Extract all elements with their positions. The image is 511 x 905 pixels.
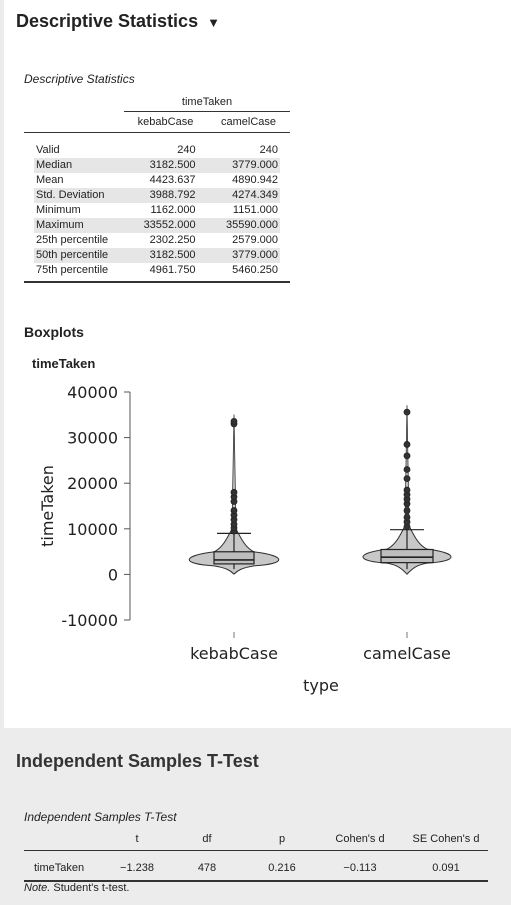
outlier-point bbox=[403, 441, 411, 448]
cell-camel: 35590.000 bbox=[197, 218, 280, 233]
box-camelCase bbox=[380, 548, 434, 564]
cell-kebab: 1162.000 bbox=[150, 204, 196, 216]
table-row: Valid 240 240 bbox=[34, 143, 280, 158]
cell-kebab: 33552.000 bbox=[124, 218, 198, 233]
cell-kebab: 3988.792 bbox=[124, 188, 198, 203]
ttest-table-caption: Independent Samples T-Test bbox=[24, 810, 177, 824]
cell-kebab: 3182.500 bbox=[124, 248, 198, 263]
ttest-cell: timeTaken bbox=[34, 862, 85, 874]
cell-camel: 4890.942 bbox=[232, 174, 278, 186]
y-axis-label: timeTaken bbox=[38, 465, 57, 547]
boxplots-heading: Boxplots bbox=[24, 324, 84, 340]
y-tick-label: 30000 bbox=[67, 429, 118, 448]
row-label: 25th percentile bbox=[36, 234, 109, 246]
cell-kebab: 4961.750 bbox=[149, 264, 196, 276]
plot-title: timeTaken bbox=[32, 356, 96, 371]
note-text: Student's t-test. bbox=[50, 882, 130, 894]
ttest-col-header: p bbox=[278, 833, 286, 845]
ttest-table: t df p Cohen's d SE Cohen's d timeTaken −1.238… bbox=[24, 830, 488, 900]
cell-camel: 4274.349 bbox=[197, 188, 280, 203]
descriptives-section: Descriptive Statistics ▼ Descriptive Sta… bbox=[4, 0, 511, 728]
note-label: Note. bbox=[24, 882, 51, 894]
row-label: 50th percentile bbox=[34, 248, 125, 263]
row-label: Minimum bbox=[36, 204, 81, 216]
descriptives-body: Valid 240 240 Median 3182.500 3779.000 Mean 442… bbox=[34, 143, 280, 278]
outlier-point bbox=[230, 507, 238, 514]
outlier-point bbox=[403, 507, 411, 514]
cell-camel: 2579.000 bbox=[232, 234, 278, 246]
row-label: Mean bbox=[36, 174, 64, 186]
ttest-cell: 478 bbox=[197, 862, 217, 874]
outlier-point bbox=[403, 475, 411, 483]
row-label: Valid bbox=[36, 144, 60, 156]
table-row: Maximum 33552.000 35590.000 bbox=[34, 218, 280, 233]
table-row: Mean 4423.637 4890.942 bbox=[34, 173, 280, 188]
outlier-point bbox=[403, 466, 411, 473]
y-tick-label: 10000 bbox=[67, 520, 118, 539]
ttest-col-header: SE Cohen's d bbox=[412, 833, 480, 845]
table-row: Minimum 1162.000 1151.000 bbox=[34, 203, 280, 218]
cell-camel: 5460.250 bbox=[232, 264, 278, 276]
cell-camel: 3779.000 bbox=[197, 158, 280, 173]
ttest-title[interactable]: Independent Samples T-Test bbox=[16, 751, 259, 771]
boxplot-chart: -10000 0 10000 20000 30000 40000 timeTaken type… bbox=[38, 383, 452, 695]
table-row: Std. Deviation 3988.792 4274.349 bbox=[34, 188, 280, 203]
row-label: Median bbox=[34, 158, 125, 173]
row-label: Maximum bbox=[34, 218, 125, 233]
x-axis-label: type bbox=[303, 676, 339, 695]
cell-camel: 3779.000 bbox=[197, 248, 280, 263]
outlier-point bbox=[403, 486, 411, 494]
descriptives-title[interactable]: Descriptive Statistics ▼ bbox=[16, 11, 220, 32]
descriptives-title-text[interactable]: Descriptive Statistics bbox=[16, 11, 199, 31]
table-row: 25th percentile 2302.250 2579.000 bbox=[34, 233, 280, 248]
cell-camel: 1151.000 bbox=[232, 204, 278, 216]
table-row: Median 3182.500 3779.000 bbox=[34, 158, 280, 173]
cell-kebab: 2302.250 bbox=[149, 234, 196, 246]
outlier-point bbox=[403, 408, 411, 416]
box-kebabCase bbox=[213, 551, 255, 565]
collapse-arrow-icon[interactable]: ▼ bbox=[207, 15, 220, 30]
x-tick-label: camelCase bbox=[363, 644, 451, 663]
group-header: timeTaken bbox=[124, 94, 290, 112]
ttest-col-header: t bbox=[135, 833, 139, 845]
ttest-col-header: df bbox=[202, 833, 212, 845]
ttest-cell: −1.238 bbox=[120, 862, 154, 874]
x-tick-label: kebabCase bbox=[190, 644, 278, 663]
ttest-note: Note. Student's t-test. bbox=[24, 882, 129, 894]
table-row: 50th percentile 3182.500 3779.000 bbox=[34, 248, 280, 263]
table-row: 75th percentile 4961.750 5460.250 bbox=[34, 263, 280, 278]
column-header-camel: camelCase bbox=[220, 116, 277, 128]
row-label: 75th percentile bbox=[36, 264, 109, 276]
cell-camel: 240 bbox=[259, 144, 278, 156]
y-tick-label: 40000 bbox=[67, 383, 118, 402]
y-tick-label: 20000 bbox=[67, 474, 118, 493]
cell-kebab: 3182.500 bbox=[124, 158, 198, 173]
y-tick-label: -10000 bbox=[61, 611, 118, 630]
ttest-section: Independent Samples T-Test Independent S… bbox=[0, 728, 511, 905]
table-caption: Descriptive Statistics bbox=[24, 72, 135, 86]
ttest-cell: 0.216 bbox=[268, 862, 296, 874]
ttest-col-header: Cohen's d bbox=[335, 833, 385, 845]
outlier-point bbox=[230, 488, 238, 496]
outlier-point bbox=[403, 513, 411, 521]
y-tick-label: 0 bbox=[108, 565, 118, 584]
outlier-point bbox=[403, 452, 411, 460]
column-header-kebab: kebabCase bbox=[137, 116, 194, 128]
ttest-cell: −0.113 bbox=[343, 862, 377, 874]
outlier-point bbox=[230, 418, 238, 425]
cell-kebab: 240 bbox=[177, 144, 196, 156]
cell-kebab: 4423.637 bbox=[149, 174, 196, 186]
ttest-cell: 0.091 bbox=[432, 862, 460, 874]
row-label: Std. Deviation bbox=[34, 188, 125, 203]
